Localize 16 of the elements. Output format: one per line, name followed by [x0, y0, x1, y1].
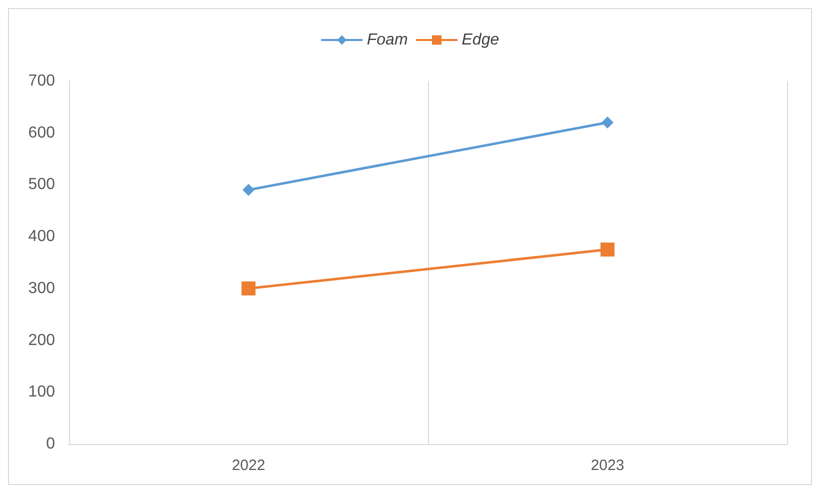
y-tick-label: 400: [28, 228, 56, 246]
point: [242, 281, 256, 296]
y-tick-label: 200: [28, 332, 56, 349]
y-tick-label: 100: [28, 384, 56, 401]
y-tick-label: 500: [28, 176, 56, 194]
y-tick-label: 300: [28, 280, 56, 297]
point: [242, 184, 254, 196]
legend-label: Edge: [462, 32, 500, 48]
y-tick-label: 0: [46, 436, 56, 452]
x-tick-label: 2023: [590, 457, 624, 474]
y-tick-label: 700: [28, 72, 56, 90]
point: [602, 116, 614, 128]
y-tick-label: 600: [28, 124, 56, 142]
x-tick-label: 2022: [232, 457, 266, 474]
legend-label: Foam: [366, 32, 408, 48]
point: [600, 242, 614, 257]
